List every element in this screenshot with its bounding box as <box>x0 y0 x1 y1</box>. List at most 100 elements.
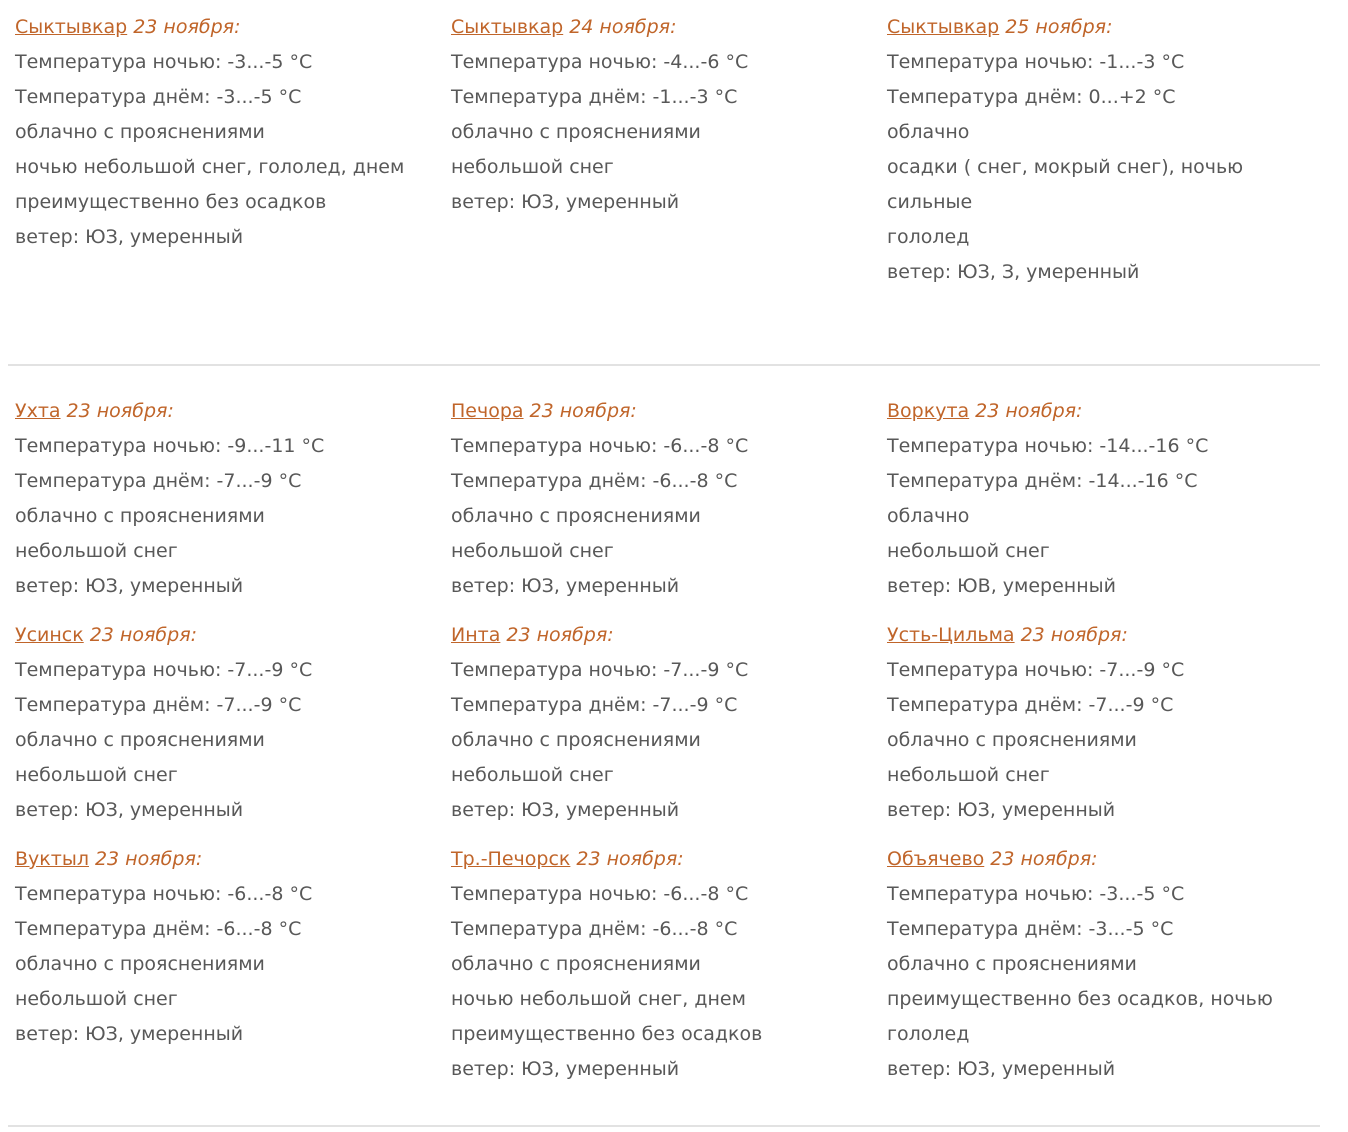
forecast-title: Усинск 23 ноября: <box>15 618 447 653</box>
forecast-line: облачно с прояснениями <box>451 729 701 751</box>
forecast-line: ветер: ЮЗ, умеренный <box>451 575 680 597</box>
forecast-line: ветер: ЮЗ, умеренный <box>887 1058 1116 1080</box>
forecast-card: Печора 23 ноября: Температура ночью: -6...… <box>451 394 887 604</box>
forecast-line: небольшой снег <box>887 540 1050 562</box>
forecast-line: Температура ночью: -6...-8 °C <box>451 883 749 905</box>
forecast-title: Сыктывкар 24 ноября: <box>451 10 883 45</box>
city-link[interactable]: Сыктывкар <box>15 16 128 38</box>
forecast-date: 25 ноября: <box>1005 16 1113 38</box>
forecast-line: ночью небольшой снег, днем преимуществен… <box>451 988 763 1045</box>
forecast-line: Температура днём: -14...-16 °C <box>887 470 1198 492</box>
forecast-title: Объячево 23 ноября: <box>887 842 1319 877</box>
forecast-line: облачно с прояснениями <box>15 953 265 975</box>
forecast-line: ветер: ЮВ, умеренный <box>887 575 1116 597</box>
forecast-card: Ухта 23 ноября: Температура ночью: -9...-1… <box>15 394 451 604</box>
forecast-line: облачно с прояснениями <box>15 505 265 527</box>
forecast-line: облачно <box>887 121 970 143</box>
city-link[interactable]: Печора <box>451 400 524 422</box>
forecast-title: Усть-Цильма 23 ноября: <box>887 618 1319 653</box>
city-link[interactable]: Усть-Цильма <box>887 624 1015 646</box>
forecast-line: небольшой снег <box>451 156 614 178</box>
forecast-line: ветер: ЮЗ, З, умеренный <box>887 261 1140 283</box>
forecast-line: небольшой снег <box>451 764 614 786</box>
forecast-line: Температура ночью: -1...-3 °C <box>887 51 1185 73</box>
forecast-line: Температура ночью: -14...-16 °C <box>887 435 1209 457</box>
forecast-line: облачно с прояснениями <box>15 729 265 751</box>
forecast-line: Температура днём: -7...-9 °C <box>15 470 302 492</box>
forecast-card: Тр.-Печорск 23 ноября: Температура ночью: … <box>451 842 887 1087</box>
forecast-line: Температура ночью: -3...-5 °C <box>15 51 313 73</box>
forecast-line: небольшой снег <box>15 988 178 1010</box>
forecast-title: Вуктыл 23 ноября: <box>15 842 447 877</box>
city-link[interactable]: Ухта <box>15 400 61 422</box>
city-link[interactable]: Вуктыл <box>15 848 89 870</box>
forecast-date: 24 ноября: <box>569 16 677 38</box>
forecast-line: Температура днём: -1...-3 °C <box>451 86 738 108</box>
forecast-line: Температура днём: -7...-9 °C <box>451 694 738 716</box>
forecast-date: 23 ноября: <box>975 400 1083 422</box>
forecast-title: Сыктывкар 23 ноября: <box>15 10 447 45</box>
forecast-list: Сыктывкар 23 ноября: Температура ночью: -3… <box>8 0 1320 1127</box>
forecast-card: Сыктывкар 23 ноября: Температура ночью: -3… <box>15 10 451 290</box>
forecast-line: Температура днём: -6...-8 °C <box>451 470 738 492</box>
forecast-line: облачно с прояснениями <box>451 953 701 975</box>
forecast-date: 23 ноября: <box>576 848 684 870</box>
forecast-line: Температура днём: -7...-9 °C <box>15 694 302 716</box>
forecast-line: осадки ( снег, мокрый снег), ночью сильн… <box>887 156 1244 213</box>
forecast-line: облачно с прояснениями <box>887 729 1137 751</box>
forecast-line: небольшой снег <box>451 540 614 562</box>
forecast-date: 23 ноября: <box>133 16 241 38</box>
forecast-card: Усть-Цильма 23 ноября: Температура ночью: … <box>887 618 1323 828</box>
forecast-line: ветер: ЮЗ, умеренный <box>451 1058 680 1080</box>
city-link[interactable]: Тр.-Печорск <box>451 848 571 870</box>
forecast-line: Температура ночью: -9...-11 °C <box>15 435 325 457</box>
city-link[interactable]: Воркута <box>887 400 970 422</box>
forecast-line: облачно с прояснениями <box>15 121 265 143</box>
forecast-line: гололед <box>887 226 970 248</box>
forecast-line: преимущественно без осадков, ночью голол… <box>887 988 1273 1045</box>
forecast-line: Температура ночью: -7...-9 °C <box>451 659 749 681</box>
forecast-line: небольшой снег <box>15 540 178 562</box>
forecast-line: Температура днём: 0...+2 °C <box>887 86 1176 108</box>
city-link[interactable]: Сыктывкар <box>451 16 564 38</box>
forecast-line: Температура днём: -7...-9 °C <box>887 694 1174 716</box>
forecast-line: облачно с прояснениями <box>451 121 701 143</box>
forecast-line: облачно <box>887 505 970 527</box>
city-link[interactable]: Инта <box>451 624 501 646</box>
forecast-line: ветер: ЮЗ, умеренный <box>451 799 680 821</box>
forecast-title: Ухта 23 ноября: <box>15 394 447 429</box>
forecast-card: Объячево 23 ноября: Температура ночью: -3.… <box>887 842 1323 1087</box>
forecast-line: Температура ночью: -6...-8 °C <box>451 435 749 457</box>
forecast-line: ветер: ЮЗ, умеренный <box>15 1023 244 1045</box>
city-link[interactable]: Сыктывкар <box>887 16 1000 38</box>
forecast-title: Сыктывкар 25 ноября: <box>887 10 1319 45</box>
forecast-section: Ухта 23 ноября: Температура ночью: -9...-1… <box>8 366 1320 1127</box>
forecast-line: облачно с прояснениями <box>887 953 1137 975</box>
forecast-card: Усинск 23 ноября: Температура ночью: -7...… <box>15 618 451 828</box>
forecast-line: Температура днём: -6...-8 °C <box>451 918 738 940</box>
forecast-line: Температура ночью: -3...-5 °C <box>887 883 1185 905</box>
city-link[interactable]: Усинск <box>15 624 84 646</box>
forecast-date: 23 ноября: <box>506 624 614 646</box>
forecast-line: Температура днём: -3...-5 °C <box>887 918 1174 940</box>
forecast-card: Инта 23 ноября: Температура ночью: -7...-9… <box>451 618 887 828</box>
forecast-line: Температура ночью: -6...-8 °C <box>15 883 313 905</box>
forecast-line: Температура днём: -6...-8 °C <box>15 918 302 940</box>
forecast-card: Сыктывкар 25 ноября: Температура ночью: -1… <box>887 10 1323 290</box>
forecast-date: 23 ноября: <box>1020 624 1128 646</box>
forecast-card: Сыктывкар 24 ноября: Температура ночью: -4… <box>451 10 887 290</box>
forecast-title: Тр.-Печорск 23 ноября: <box>451 842 883 877</box>
forecast-line: ночью небольшой снег, гололед, днем преи… <box>15 156 405 213</box>
forecast-title: Печора 23 ноября: <box>451 394 883 429</box>
forecast-date: 23 ноября: <box>990 848 1098 870</box>
city-link[interactable]: Объячево <box>887 848 985 870</box>
forecast-line: ветер: ЮЗ, умеренный <box>887 799 1116 821</box>
forecast-card: Вуктыл 23 ноября: Температура ночью: -6...… <box>15 842 451 1087</box>
forecast-line: небольшой снег <box>887 764 1050 786</box>
forecast-line: Температура ночью: -7...-9 °C <box>15 659 313 681</box>
forecast-line: небольшой снег <box>15 764 178 786</box>
forecast-section: Сыктывкар 23 ноября: Температура ночью: -3… <box>8 0 1320 366</box>
forecast-date: 23 ноября: <box>89 624 198 646</box>
forecast-line: ветер: ЮЗ, умеренный <box>15 226 244 248</box>
forecast-title: Инта 23 ноября: <box>451 618 883 653</box>
